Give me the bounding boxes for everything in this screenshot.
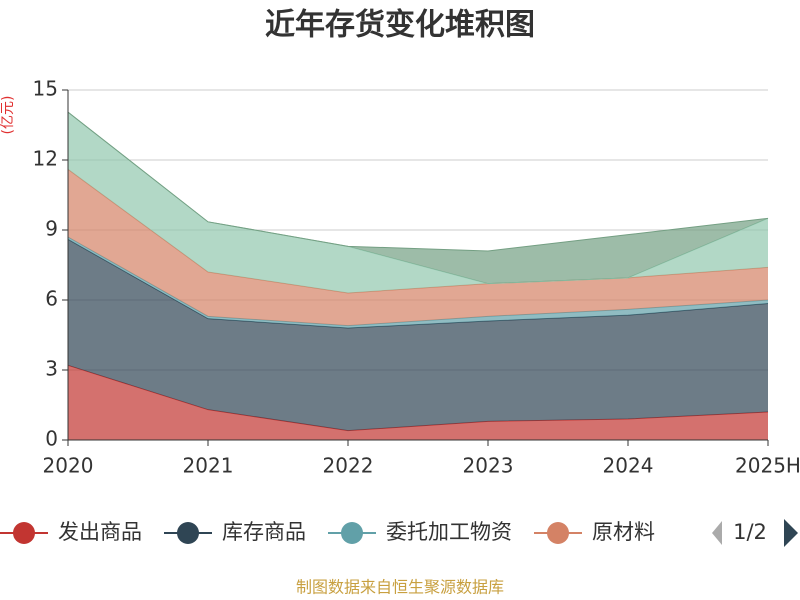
legend-label: 库存商品	[222, 520, 306, 544]
legend-marker	[341, 522, 363, 544]
x-tick-label: 2022	[323, 454, 374, 478]
y-tick-label: 15	[33, 77, 58, 101]
area-fill	[68, 112, 768, 294]
plot-area: 0 3 6 9 12 15 2020 2021 2022 2023 2024 2025H	[33, 77, 800, 478]
legend-marker	[177, 522, 199, 544]
legend-marker	[13, 522, 35, 544]
x-tick-label: 2023	[463, 454, 514, 478]
x-tick-label: 2025H	[735, 454, 800, 478]
legend-label: 发出商品	[58, 520, 142, 544]
area-fill	[68, 112, 768, 284]
legend-label: 原材料	[592, 520, 655, 544]
y-tick-label: 3	[45, 357, 58, 381]
source-note: 制图数据来自恒生聚源数据库	[296, 578, 504, 597]
x-tick-label: 2021	[183, 454, 234, 478]
y-tick-label: 12	[33, 147, 58, 171]
legend-prev[interactable]	[712, 521, 722, 545]
chart-title: 近年存货变化堆积图	[265, 8, 535, 43]
legend: 发出商品 库存商品 委托加工物资 原材料	[0, 520, 655, 544]
area-fill	[68, 239, 768, 431]
area-fill	[68, 169, 768, 326]
area-fill	[68, 365, 768, 440]
legend-next[interactable]	[784, 519, 798, 547]
y-tick-label: 6	[45, 287, 58, 311]
y-tick-label: 0	[45, 427, 58, 451]
legend-page: 1/2	[733, 520, 767, 544]
legend-label: 委托加工物资	[386, 520, 512, 544]
x-tick-label: 2024	[603, 454, 654, 478]
x-tick-label: 2020	[43, 454, 94, 478]
y-axis-label: (亿元)	[0, 96, 16, 135]
legend-marker	[547, 522, 569, 544]
y-tick-label: 9	[45, 217, 58, 241]
area-top-line	[67, 111, 769, 252]
